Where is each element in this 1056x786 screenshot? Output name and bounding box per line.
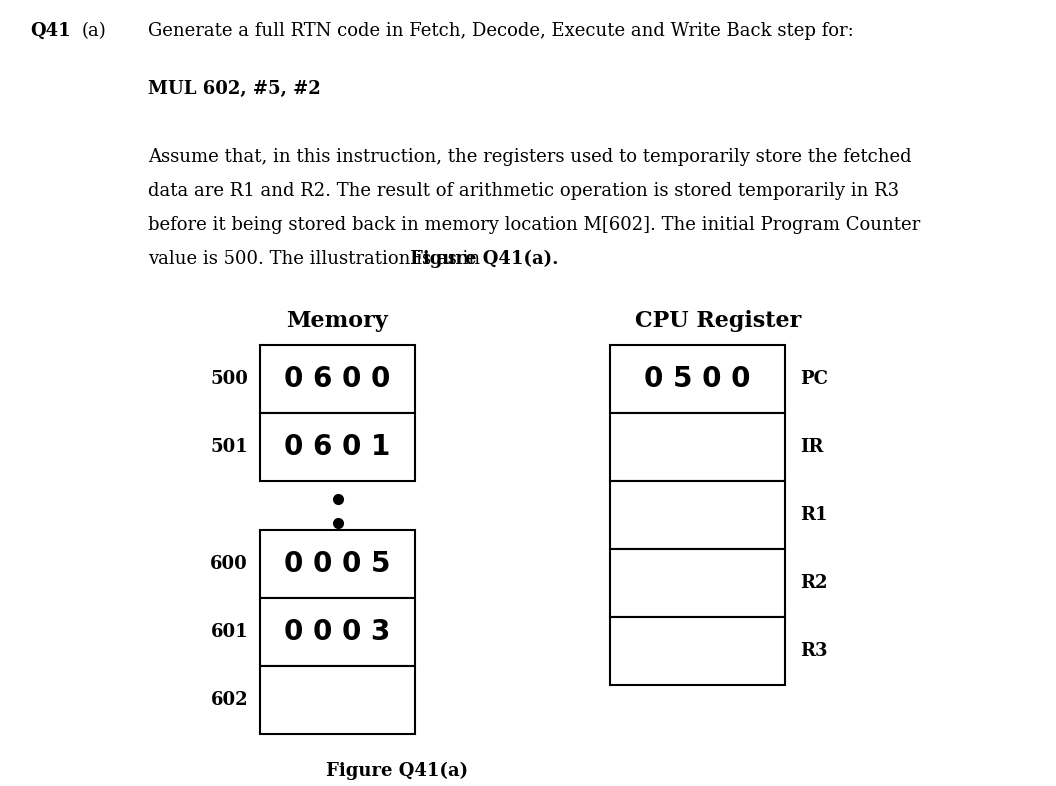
Text: value is 500. The illustration is as in: value is 500. The illustration is as in bbox=[148, 250, 486, 268]
Bar bbox=[260, 345, 415, 413]
Text: Memory: Memory bbox=[286, 310, 388, 332]
Text: IR: IR bbox=[800, 438, 824, 456]
Text: 501: 501 bbox=[210, 438, 248, 456]
Text: PC: PC bbox=[800, 370, 828, 388]
Text: MUL 602, #5, #2: MUL 602, #5, #2 bbox=[148, 80, 321, 98]
Text: 601: 601 bbox=[210, 623, 248, 641]
Bar bbox=[260, 413, 415, 481]
Text: 602: 602 bbox=[210, 691, 248, 709]
Text: 500: 500 bbox=[210, 370, 248, 388]
Text: 0 6 0 1: 0 6 0 1 bbox=[284, 433, 391, 461]
Text: 600: 600 bbox=[210, 555, 248, 573]
Text: 0 5 0 0: 0 5 0 0 bbox=[644, 365, 751, 393]
Text: R1: R1 bbox=[800, 506, 828, 524]
Bar bbox=[610, 549, 785, 617]
Text: (a): (a) bbox=[82, 22, 107, 40]
Text: before it being stored back in memory location M[602]. The initial Program Count: before it being stored back in memory lo… bbox=[148, 216, 920, 234]
Text: R2: R2 bbox=[800, 574, 828, 592]
Text: Figure Q41(a).: Figure Q41(a). bbox=[410, 250, 559, 268]
Bar bbox=[610, 481, 785, 549]
Text: Assume that, in this instruction, the registers used to temporarily store the fe: Assume that, in this instruction, the re… bbox=[148, 148, 911, 166]
Text: R3: R3 bbox=[800, 642, 828, 660]
Text: CPU Register: CPU Register bbox=[635, 310, 802, 332]
Text: Figure Q41(a): Figure Q41(a) bbox=[326, 762, 469, 780]
Text: Q41: Q41 bbox=[30, 22, 71, 40]
Bar bbox=[610, 413, 785, 481]
Text: Generate a full RTN code in Fetch, Decode, Execute and Write Back step for:: Generate a full RTN code in Fetch, Decod… bbox=[148, 22, 853, 40]
Bar bbox=[260, 666, 415, 734]
Bar bbox=[610, 617, 785, 685]
Text: 0 6 0 0: 0 6 0 0 bbox=[284, 365, 391, 393]
Text: data are R1 and R2. The result of arithmetic operation is stored temporarily in : data are R1 and R2. The result of arithm… bbox=[148, 182, 899, 200]
Text: 0 0 0 5: 0 0 0 5 bbox=[284, 550, 391, 578]
Bar bbox=[610, 345, 785, 413]
Bar bbox=[260, 598, 415, 666]
Text: 0 0 0 3: 0 0 0 3 bbox=[284, 618, 391, 646]
Bar bbox=[260, 530, 415, 598]
